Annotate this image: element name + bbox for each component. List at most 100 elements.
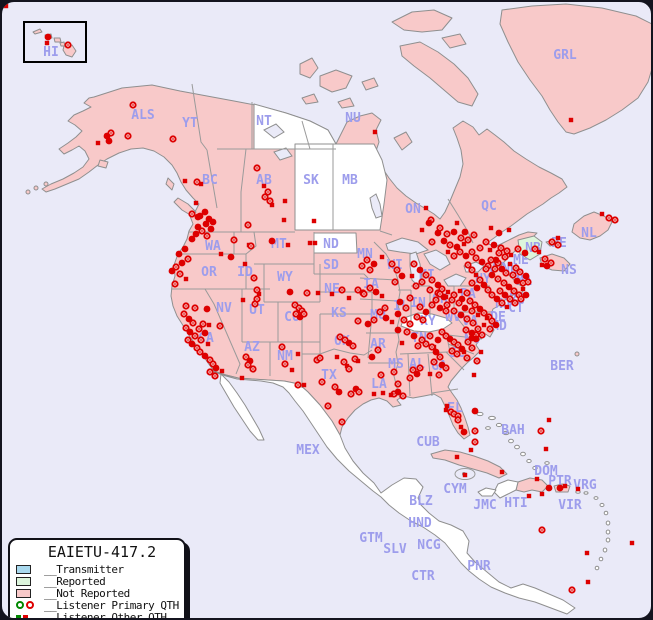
region-label-bc: BC	[202, 173, 218, 188]
listener-other-qth-marker	[242, 261, 248, 267]
listener-other-qth-marker	[198, 181, 204, 187]
listener-primary-qth-marker	[169, 135, 177, 143]
listener-primary-qth-marker	[176, 270, 184, 278]
aleutian-island	[33, 185, 39, 191]
listener-primary-qth-marker	[340, 358, 348, 366]
listener-primary-qth-marker	[394, 380, 402, 388]
listener-other-qth-marker	[484, 315, 490, 321]
listener-other-qth-marker	[543, 446, 549, 452]
not-reported-swatch	[16, 588, 31, 598]
listener-primary-qth-marker	[476, 276, 484, 284]
primary-qth-green-icon	[16, 601, 24, 609]
legend-label: __Listener Primary QTH	[44, 598, 179, 612]
listener-primary-qth-marker	[493, 295, 501, 303]
listener-other-qth-marker	[399, 340, 405, 346]
listener-primary-qth-marker	[418, 336, 426, 344]
listener-primary-qth-marker	[511, 299, 519, 307]
listener-primary-qth-marker	[410, 260, 418, 268]
listener-primary-qth-marker	[377, 371, 385, 379]
legend-label: __Reported	[44, 574, 106, 588]
listener-primary-qth-marker	[457, 311, 465, 319]
listener-other-qth-marker	[219, 368, 225, 374]
listener-primary-qth-marker	[188, 235, 196, 243]
listener-primary-qth-marker	[473, 357, 481, 365]
region-label-jmc: JMC	[473, 498, 496, 513]
listener-primary-qth-marker	[399, 392, 407, 400]
listener-primary-qth-marker	[454, 341, 462, 349]
region-baja	[219, 373, 265, 441]
listener-primary-qth-marker	[548, 238, 556, 246]
listener-primary-qth-marker	[211, 372, 219, 380]
listener-primary-qth-marker	[506, 295, 514, 303]
listener-primary-qth-marker	[286, 288, 294, 296]
listener-primary-qth-marker	[471, 438, 479, 446]
listener-other-qth-marker	[568, 117, 574, 123]
region-mexico-central-america	[213, 371, 576, 615]
listener-primary-qth-marker	[531, 245, 539, 253]
listener-other-qth-marker	[473, 272, 479, 278]
listener-primary-qth-marker	[197, 336, 205, 344]
listener-primary-qth-marker	[495, 229, 503, 237]
listener-primary-qth-marker	[250, 274, 258, 282]
listener-other-qth-marker	[454, 454, 460, 460]
listener-primary-qth-marker	[472, 254, 480, 262]
listener-primary-qth-marker	[537, 427, 545, 435]
listener-primary-qth-marker	[524, 278, 532, 286]
listener-other-qth-marker	[307, 240, 313, 246]
bermuda	[574, 351, 580, 357]
listener-other-qth-marker	[419, 227, 425, 233]
listener-other-qth-marker	[239, 375, 245, 381]
listener-other-qth-marker	[536, 249, 542, 255]
listener-other-qth-marker	[269, 202, 275, 208]
listener-primary-qth-marker	[403, 328, 411, 336]
region-label-pnr: PNR	[467, 559, 491, 574]
lake-huron	[423, 249, 451, 271]
legend-row-reported: __Reported	[16, 574, 178, 588]
listener-primary-qth-marker	[253, 164, 261, 172]
listener-primary-qth-marker	[498, 299, 506, 307]
arctic-island	[299, 57, 319, 79]
listener-other-qth-marker	[256, 291, 262, 297]
listener-primary-qth-marker	[480, 281, 488, 289]
listener-primary-qth-marker	[216, 322, 224, 330]
listener-primary-qth-marker	[192, 230, 200, 238]
listener-markers	[3, 3, 635, 594]
listener-primary-qth-marker	[303, 289, 311, 297]
listener-primary-qth-marker	[368, 353, 376, 361]
listener-primary-qth-marker	[426, 286, 434, 294]
listener-primary-qth-marker	[501, 291, 509, 299]
listener-primary-qth-marker	[468, 248, 476, 256]
listener-primary-qth-marker	[372, 288, 380, 296]
listener-primary-qth-marker	[490, 241, 498, 249]
listener-other-qth-marker	[443, 407, 449, 413]
listener-primary-qth-marker	[436, 290, 444, 298]
region-label-ncg: NCG	[417, 538, 441, 553]
listener-primary-qth-marker	[448, 347, 456, 355]
listener-other-qth-marker	[454, 220, 460, 226]
listener-primary-qth-marker	[201, 208, 209, 216]
region-label-az: AZ	[244, 340, 260, 355]
listener-primary-qth-marker	[554, 241, 562, 249]
listener-primary-qth-marker	[416, 266, 424, 274]
listener-primary-qth-marker	[442, 364, 450, 372]
aleutian-island	[43, 181, 49, 187]
listener-other-qth-marker	[506, 227, 512, 233]
newfoundland	[571, 211, 613, 241]
listener-primary-qth-marker	[426, 332, 434, 340]
listener-primary-qth-marker	[478, 331, 486, 339]
lake-winnipeg	[369, 193, 383, 219]
listener-primary-qth-marker	[207, 225, 215, 233]
listener-other-qth-marker	[508, 252, 514, 258]
listener-other-qth-marker	[285, 242, 291, 248]
listener-primary-qth-marker	[324, 402, 332, 410]
greenland	[499, 3, 651, 135]
listener-primary-qth-marker	[400, 316, 408, 324]
listener-primary-qth-marker	[129, 101, 137, 109]
listener-primary-qth-marker	[414, 342, 422, 350]
listener-other-qth-marker	[423, 205, 429, 211]
listener-primary-qth-marker	[460, 428, 468, 436]
listener-other-qth-marker	[539, 262, 545, 268]
listener-primary-qth-marker	[443, 301, 451, 309]
listener-other-qth-marker	[475, 312, 481, 318]
listener-primary-qth-marker	[440, 237, 448, 245]
